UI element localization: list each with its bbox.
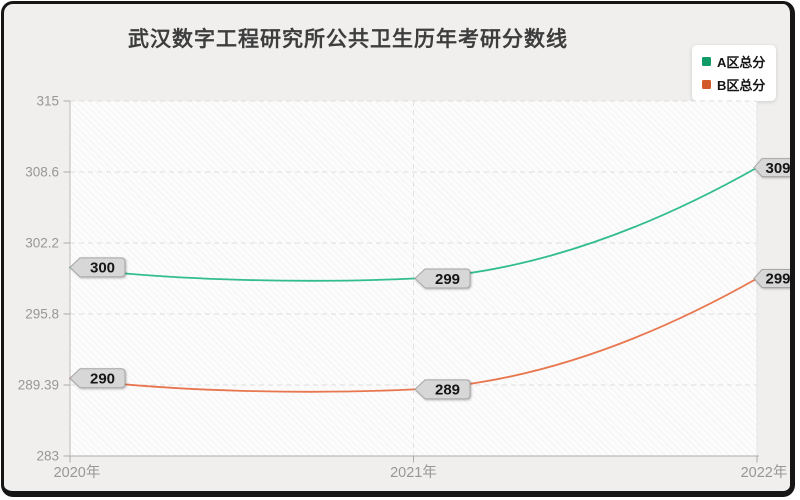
data-label-b-2021: 289 — [414, 379, 471, 400]
data-label-text: 290 — [90, 371, 115, 388]
y-axis-labels: 315 308.6 302.2 295.8 289.39 283 — [18, 94, 59, 464]
data-label-text: 300 — [90, 260, 115, 277]
legend-item-b[interactable]: B区总分 — [702, 75, 765, 94]
data-label-text: 299 — [435, 271, 460, 288]
a-series-marker-icon — [702, 57, 711, 66]
y-tick-label: 295.8 — [25, 307, 59, 322]
y-tick-label: 315 — [36, 94, 59, 109]
y-tick-label: 283 — [36, 449, 59, 464]
legend: A区总分 B区总分 — [692, 45, 777, 101]
data-label-b-2022: 299 — [753, 269, 790, 288]
line-chart: 315 308.6 302.2 295.8 289.39 283 2020年 2… — [18, 94, 790, 481]
data-label-a-2021: 299 — [414, 268, 471, 289]
data-label-b-2020: 290 — [69, 368, 126, 389]
data-label-text: 309 — [765, 160, 790, 177]
chart-title: 武汉数字工程研究所公共卫生历年考研分数线 — [128, 28, 568, 51]
legend-label-a: A区总分 — [717, 55, 766, 70]
series-line-a — [69, 166, 758, 282]
data-label-text: 299 — [765, 271, 790, 288]
y-tick-label: 308.6 — [25, 165, 59, 180]
x-tick-label-2020: 2020年 — [54, 464, 101, 481]
series-line-b — [69, 277, 758, 393]
x-tick-label-2022: 2022年 — [741, 464, 788, 481]
b-series-marker-icon — [702, 80, 711, 89]
data-label-text: 289 — [435, 382, 460, 399]
axes — [63, 100, 759, 463]
x-axis-labels: 2020年 2021年 2022年 — [54, 464, 788, 481]
legend-label-b: B区总分 — [717, 78, 766, 93]
data-label-a-2020: 300 — [69, 257, 126, 278]
x-tick-label-2021: 2021年 — [390, 464, 437, 481]
legend-item-a[interactable]: A区总分 — [702, 52, 765, 71]
y-tick-label: 302.2 — [25, 236, 59, 251]
data-label-a-2022: 309 — [753, 158, 790, 178]
y-tick-label: 289.39 — [18, 378, 59, 393]
